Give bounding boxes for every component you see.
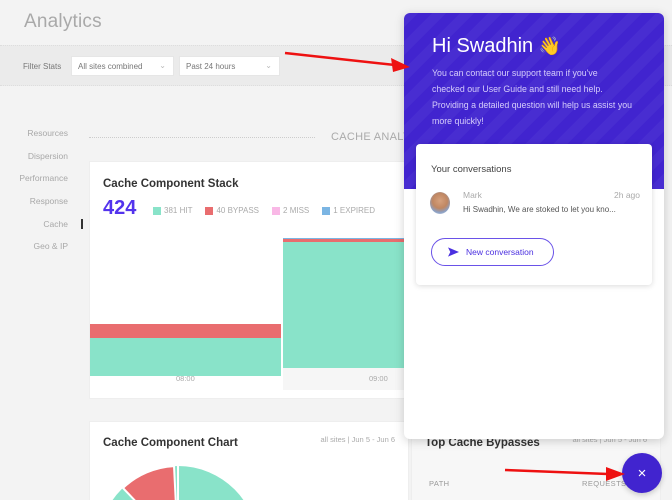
sidebar-item-performance[interactable]: Performance	[19, 173, 68, 184]
greeting-text: Hi Swadhin	[432, 35, 534, 57]
bar-0900-expired[interactable]	[283, 238, 410, 239]
page-title: Analytics	[24, 11, 102, 32]
new-conversation-label: New conversation	[466, 247, 534, 257]
avatar	[430, 192, 450, 214]
sites-select[interactable]: All sites combined ⌄	[71, 56, 174, 76]
legend-bypass[interactable]: 40 BYPASS	[205, 206, 259, 215]
support-widget: Hi Swadhin 👋 You can contact our support…	[404, 13, 664, 439]
x-tick-0800: 08:00	[176, 374, 195, 383]
legend-hit[interactable]: 381 HIT	[153, 206, 192, 215]
sidebar-item-dispersion[interactable]: Dispersion	[27, 150, 68, 161]
chart-legend: 381 HIT 40 BYPASS 2 MISS 1 EXPIRED	[153, 206, 375, 215]
x-axis: 08:00 09:00	[90, 368, 410, 390]
section-divider	[89, 137, 315, 138]
sidebar-item-geo-ip[interactable]: Geo & IP	[33, 241, 69, 252]
card-title: Top Cache Bypasses	[425, 437, 540, 449]
filter-label: Filter Stats	[23, 62, 62, 71]
chevron-down-icon: ⌄	[159, 61, 166, 70]
sidebar-active-indicator	[81, 219, 83, 229]
cache-stack-card: Cache Component Stack 424 381 HIT 40 BYP…	[89, 161, 410, 399]
cache-pie-card: Cache Component Chart all sites | Jun 5 …	[89, 421, 409, 500]
annotation-arrow-top	[284, 51, 410, 72]
conversation-sender: Mark	[463, 190, 482, 200]
card-subtitle: all sites | Jun 5 - Jun 6	[572, 435, 647, 444]
legend-miss[interactable]: 2 MISS	[272, 206, 309, 215]
sidebar-item-resources[interactable]: Resources	[27, 128, 68, 138]
sidebar: Resources Dispersion Performance Respons…	[0, 126, 68, 262]
pie-chart	[112, 466, 244, 500]
range-select-value: Past 24 hours	[186, 62, 236, 71]
chevron-down-icon: ⌄	[265, 61, 272, 70]
x-tick-0900: 09:00	[369, 374, 388, 383]
annotation-arrow-bottom	[504, 467, 625, 481]
bar-0900-bypass[interactable]	[283, 239, 410, 242]
bar-0800-bypass[interactable]	[90, 324, 281, 338]
column-path[interactable]: PATH	[429, 479, 450, 488]
intro-text: You can contact our support team if you'…	[432, 68, 633, 126]
close-icon: ×	[637, 464, 647, 482]
card-title: Cache Component Chart	[103, 437, 238, 449]
stack-plot	[90, 232, 410, 376]
wave-icon: 👋	[538, 36, 562, 56]
sites-select-value: All sites combined	[78, 62, 143, 71]
conversation-time: 2h ago	[614, 190, 640, 200]
new-conversation-button[interactable]: New conversation	[431, 238, 554, 266]
conversation-item[interactable]: Mark 2h ago Hi Swadhin, We are stoked to…	[430, 190, 640, 220]
conversations-card: Your conversations Mark 2h ago Hi Swadhi…	[416, 144, 652, 285]
expired-swatch	[322, 206, 331, 215]
sidebar-item-response[interactable]: Response	[29, 196, 68, 207]
close-widget-button[interactable]: ×	[622, 453, 662, 493]
sidebar-item-cache[interactable]: Cache	[43, 218, 68, 229]
send-icon	[448, 247, 459, 257]
bypass-swatch	[205, 206, 214, 215]
total-count: 424	[103, 197, 137, 219]
x-axis-band	[283, 368, 410, 390]
bar-0800-hit[interactable]	[90, 338, 281, 376]
pie-slice-bypass[interactable]	[121, 466, 178, 500]
greeting: Hi Swadhin 👋	[432, 35, 561, 58]
conversation-preview: Hi Swadhin, We are stoked to let you kno…	[463, 205, 616, 214]
card-subtitle: all sites | Jun 5 - Jun 6	[320, 435, 395, 444]
range-select[interactable]: Past 24 hours ⌄	[179, 56, 280, 76]
conversations-heading: Your conversations	[431, 164, 512, 175]
bar-0900-hit[interactable]	[283, 242, 410, 376]
legend-expired[interactable]: 1 EXPIRED	[322, 206, 375, 215]
miss-swatch	[272, 206, 281, 215]
card-title: Cache Component Stack	[103, 178, 239, 190]
hit-swatch	[153, 206, 161, 215]
column-requests[interactable]: REQUESTS	[582, 479, 627, 488]
